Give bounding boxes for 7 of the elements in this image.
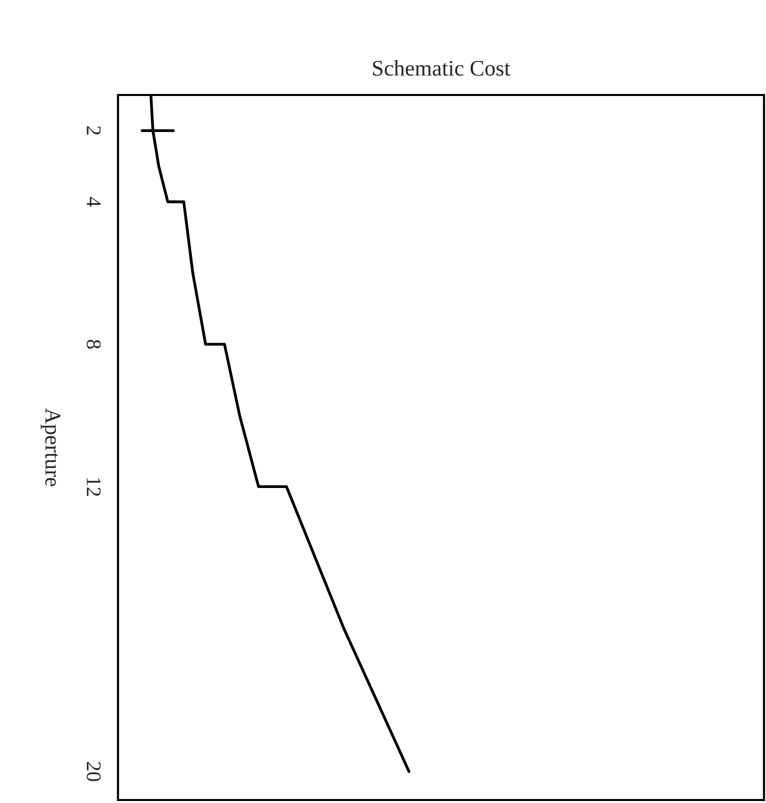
x-axis-title: Schematic Cost (373, 60, 510, 76)
y-axis-title: Aperture (40, 408, 60, 486)
y-tick-label: 2 (86, 126, 101, 135)
y-tick-label: 8 (86, 340, 101, 349)
y-tick-label: 20 (86, 762, 101, 782)
y-tick-label: 4 (86, 197, 101, 207)
y-tick-label: 12 (86, 478, 101, 496)
